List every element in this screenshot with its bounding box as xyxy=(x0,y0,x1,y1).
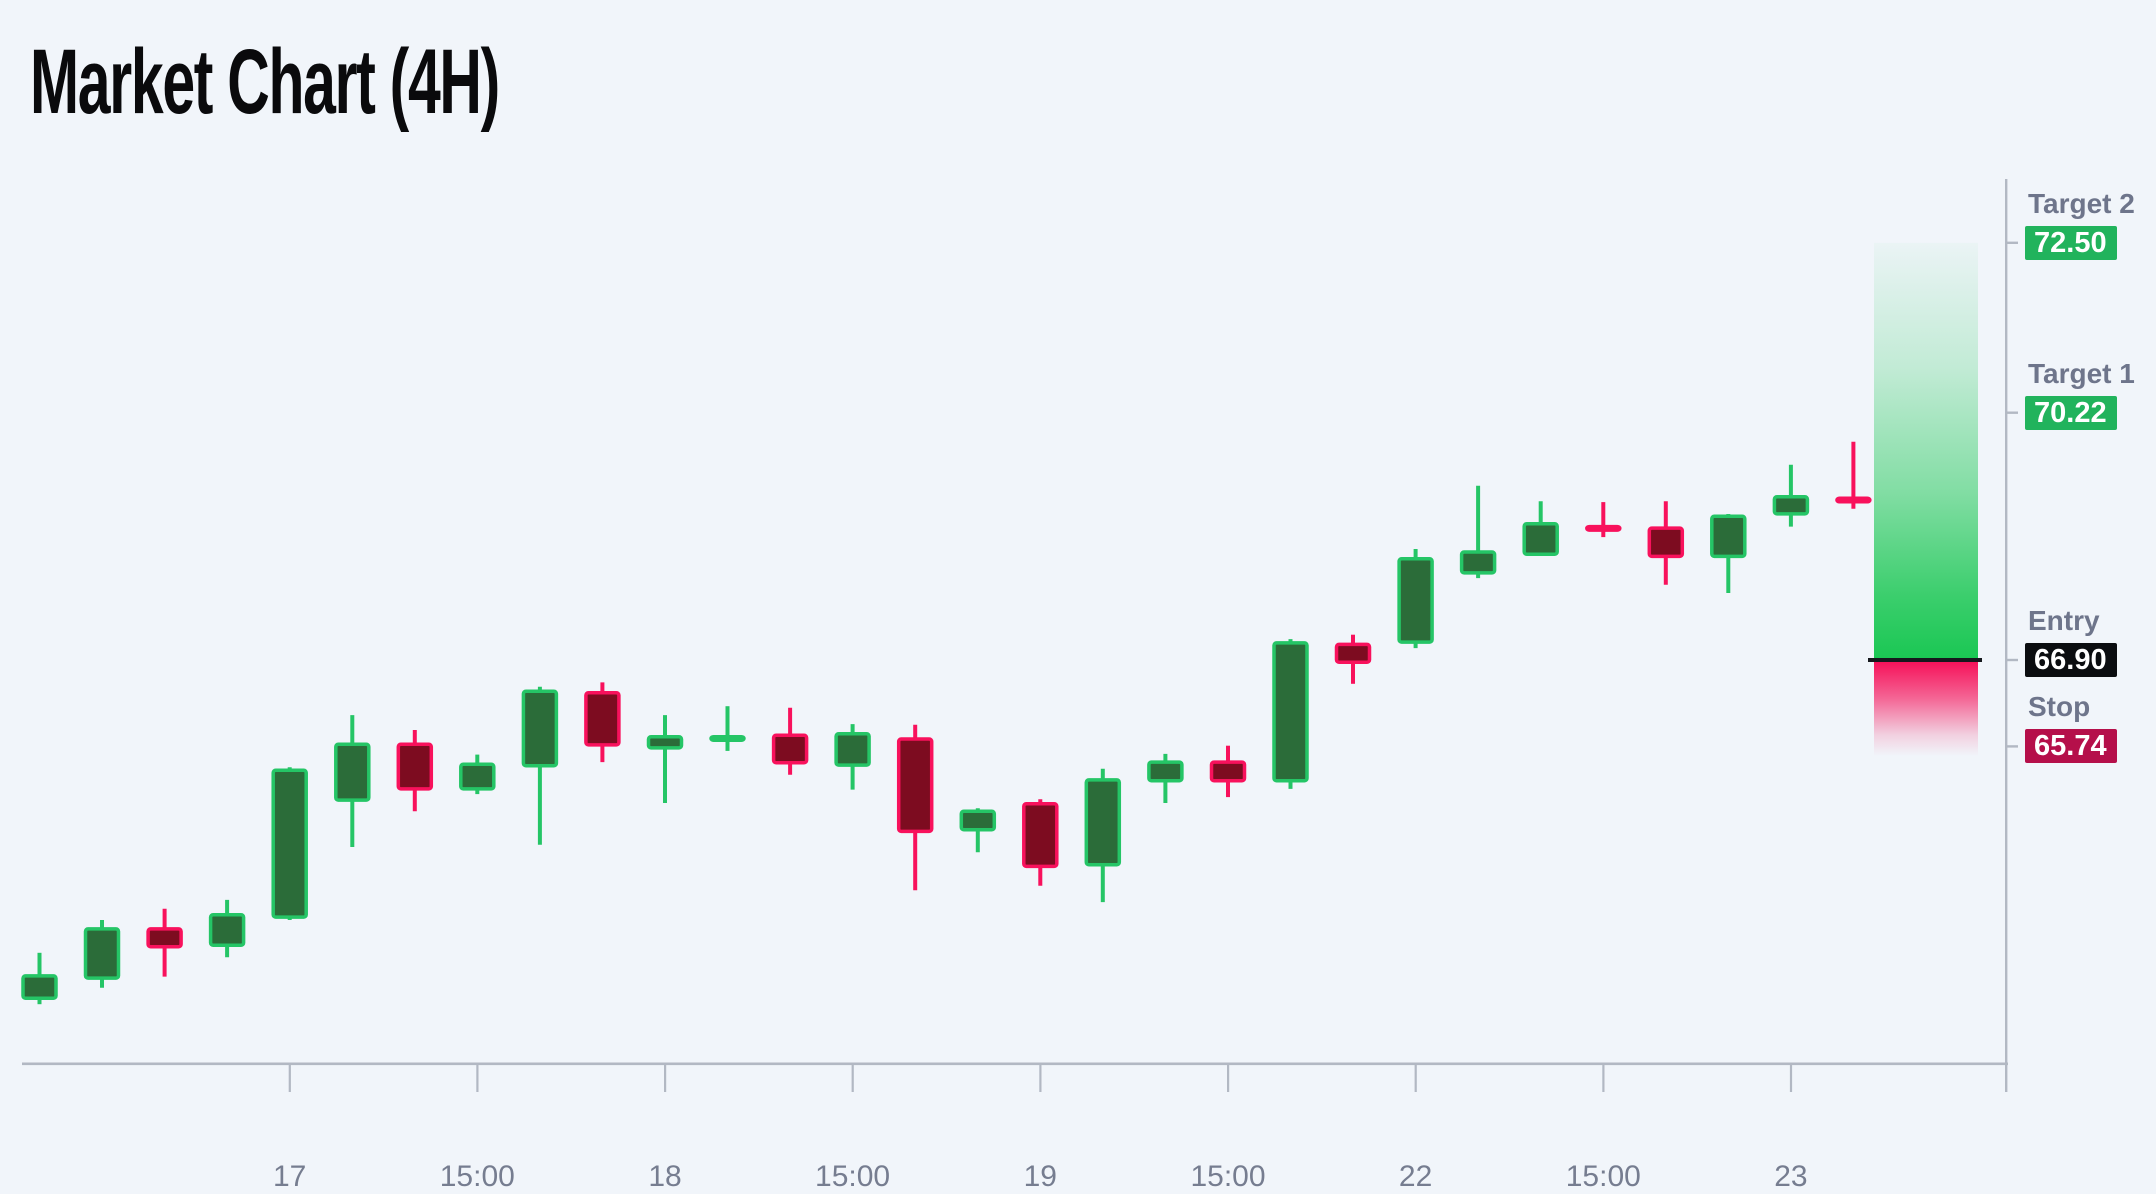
entry-line xyxy=(1868,658,1982,662)
candle-4 xyxy=(208,899,246,958)
candle-3 xyxy=(146,908,183,977)
y-tick xyxy=(2006,241,2018,244)
y-tick xyxy=(2006,411,2018,414)
candle-13 xyxy=(771,707,809,775)
candle-28 xyxy=(1710,514,1747,593)
candle-8 xyxy=(459,754,496,795)
candle-6 xyxy=(334,715,371,847)
x-axis: 17 15:00 18 15:00 19 15:00 22 15:00 23 xyxy=(22,1062,2008,1193)
x-tick-label: 15:00 xyxy=(815,1160,890,1193)
candle-30 xyxy=(1835,441,1872,509)
x-tick-label: 18 xyxy=(648,1160,681,1193)
chart-title: Market Chart (4H) xyxy=(30,31,500,133)
candle-18 xyxy=(1084,768,1122,903)
candle-20 xyxy=(1209,745,1247,798)
y-axis xyxy=(2005,179,2018,1092)
candle-17 xyxy=(1022,799,1059,886)
candle-29 xyxy=(1772,464,1810,527)
x-tick xyxy=(1039,1064,1042,1092)
x-tick xyxy=(476,1064,479,1092)
candle-12 xyxy=(709,706,746,751)
candle-2 xyxy=(83,920,121,988)
candle-26 xyxy=(1585,502,1622,538)
x-tick xyxy=(1789,1064,1793,1092)
x-tick-label: 15:00 xyxy=(1190,1160,1265,1193)
candle-27 xyxy=(1647,501,1685,585)
x-tick-label: 23 xyxy=(1774,1160,1807,1193)
x-tick xyxy=(1414,1064,1417,1092)
candle-9 xyxy=(521,686,559,845)
candle-22 xyxy=(1334,634,1372,684)
x-tick-label: 22 xyxy=(1399,1160,1432,1193)
candle-21 xyxy=(1272,639,1309,789)
candle-25 xyxy=(1522,501,1559,556)
x-tick xyxy=(288,1064,291,1092)
candle-11 xyxy=(646,715,684,803)
candle-5 xyxy=(271,767,308,920)
candle-19 xyxy=(1147,753,1184,803)
candle-16 xyxy=(959,808,997,853)
y-tick xyxy=(2006,658,2018,662)
candle-1 xyxy=(21,952,58,1005)
candle-24 xyxy=(1459,485,1497,579)
candle-7 xyxy=(396,730,434,812)
x-tick xyxy=(664,1064,667,1092)
x-tick xyxy=(851,1064,854,1092)
reward-zone xyxy=(1874,242,1978,661)
y-tick xyxy=(2006,745,2018,748)
x-tick-label: 15:00 xyxy=(440,1160,515,1193)
x-tick-label: 17 xyxy=(273,1160,306,1193)
x-tick-label: 19 xyxy=(1024,1160,1057,1193)
x-tick xyxy=(1602,1064,1605,1092)
risk-zone xyxy=(1874,660,1978,756)
x-tick xyxy=(1227,1064,1230,1092)
candle-14 xyxy=(834,724,871,790)
x-tick-label: 15:00 xyxy=(1566,1160,1641,1193)
candle-10 xyxy=(584,682,621,763)
candle-15 xyxy=(896,724,934,891)
candles xyxy=(21,441,1872,1005)
candle-23 xyxy=(1397,549,1434,649)
